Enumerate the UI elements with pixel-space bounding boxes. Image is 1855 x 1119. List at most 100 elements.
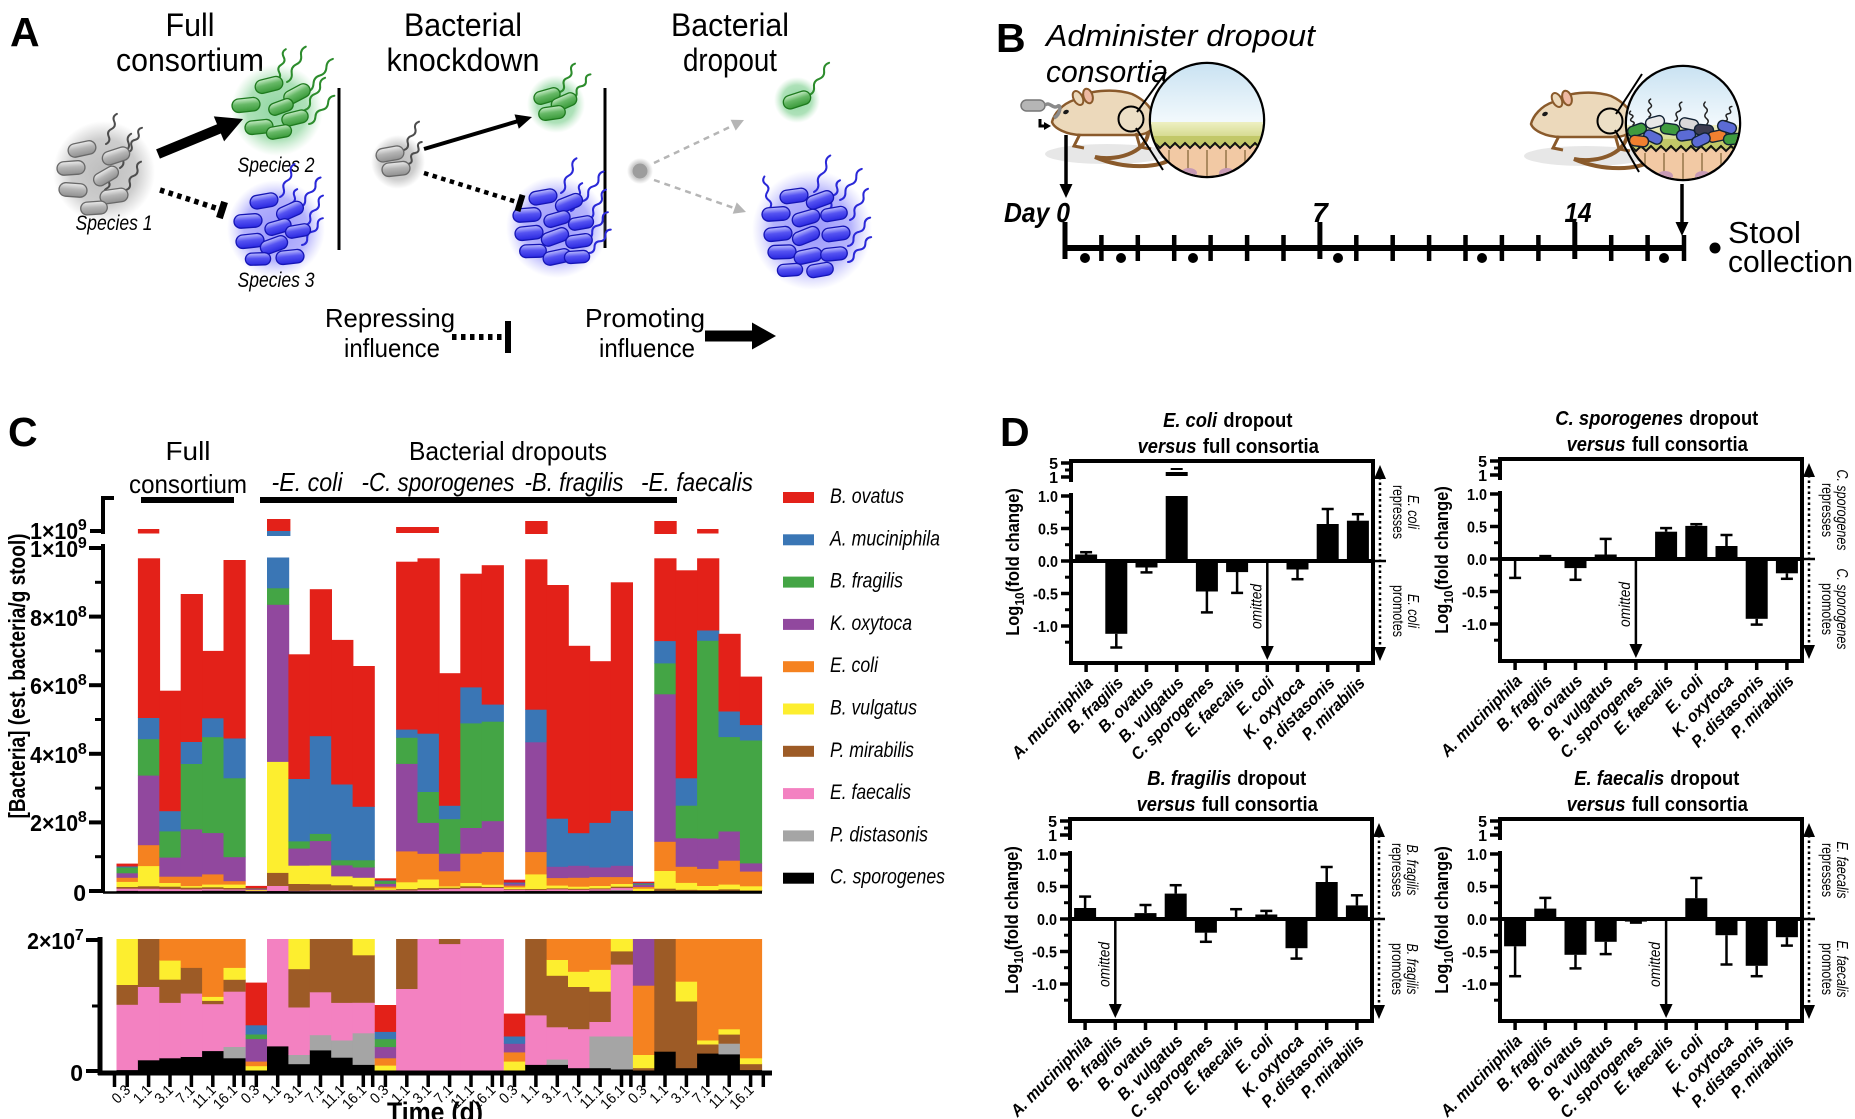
svg-text:Log: Log (1432, 964, 1452, 994)
svg-text:C. sporogenes: C. sporogenes (830, 866, 945, 889)
svg-text:omitted: omitted (1647, 941, 1664, 987)
svg-text:consortium: consortium (116, 42, 264, 78)
svg-text:versus: versus (1567, 794, 1626, 816)
svg-text:1: 1 (1049, 470, 1058, 487)
svg-text:6×10: 6×10 (30, 673, 78, 699)
svg-text:1×10: 1×10 (30, 518, 78, 544)
svg-text:0.0: 0.0 (1467, 552, 1487, 569)
svg-text:full consortia: full consortia (1632, 434, 1749, 456)
svg-text:Time (d): Time (d) (387, 1097, 483, 1119)
svg-text:5: 5 (1478, 454, 1487, 471)
svg-text:Promoting: Promoting (585, 303, 705, 333)
svg-text:0.0: 0.0 (1467, 912, 1487, 929)
svg-text:[Bacteria] (est. bacteria/g st: [Bacteria] (est. bacteria/g stool) (4, 534, 30, 819)
svg-text:represses: represses (1388, 843, 1405, 897)
svg-text:C. sporogenes: C. sporogenes (1833, 569, 1850, 650)
svg-text:B. fragilis: B. fragilis (1403, 944, 1420, 995)
svg-text:full consortia: full consortia (1632, 794, 1749, 816)
svg-text:-1.0: -1.0 (1462, 977, 1487, 994)
svg-text:Stool: Stool (1728, 215, 1801, 250)
svg-text:1×10: 1×10 (30, 536, 78, 562)
svg-text:Day 0: Day 0 (1004, 197, 1070, 228)
svg-text:E. coli: E. coli (1163, 410, 1217, 432)
svg-text:promotes: promotes (1818, 583, 1835, 635)
svg-text:10: 10 (1441, 591, 1456, 604)
svg-text:(fold change): (fold change) (1002, 846, 1022, 950)
svg-text:full consortia: full consortia (1203, 436, 1320, 458)
svg-text:A. muciniphila: A. muciniphila (828, 527, 940, 550)
svg-text:omitted: omitted (1248, 583, 1265, 629)
svg-text:0.0: 0.0 (1037, 912, 1057, 929)
svg-text:versus: versus (1138, 436, 1197, 458)
svg-text:E. faecalis: E. faecalis (830, 781, 911, 804)
svg-text:10: 10 (1011, 951, 1026, 964)
svg-text:promotes: promotes (1388, 943, 1405, 995)
svg-text:Administer dropout: Administer dropout (1044, 18, 1316, 53)
svg-text:-1.0: -1.0 (1032, 977, 1057, 994)
svg-text:10: 10 (1012, 593, 1027, 606)
svg-text:C. sporogenes: C. sporogenes (1833, 470, 1850, 551)
svg-text:E. faecalis: E. faecalis (1833, 842, 1850, 899)
svg-text:5: 5 (1049, 456, 1058, 473)
svg-text:0.0: 0.0 (1038, 554, 1058, 571)
svg-text:14: 14 (1565, 197, 1592, 228)
svg-text:B. fragilis: B. fragilis (1403, 845, 1420, 896)
svg-text:collection: collection (1728, 244, 1853, 279)
svg-text:0.5: 0.5 (1467, 520, 1487, 537)
svg-text:-0.5: -0.5 (1033, 587, 1058, 604)
svg-text:Species 1: Species 1 (76, 212, 153, 235)
svg-text:A: A (10, 9, 40, 55)
svg-text:5: 5 (1048, 814, 1057, 831)
svg-text:omitted: omitted (1617, 581, 1634, 627)
svg-text:-C. sporogenes: -C. sporogenes (362, 467, 515, 497)
svg-text:1.0: 1.0 (1037, 847, 1057, 864)
svg-text:5: 5 (1478, 814, 1487, 831)
svg-text:(fold change): (fold change) (1432, 486, 1452, 590)
svg-text:represses: represses (1818, 843, 1835, 897)
svg-text:8: 8 (78, 604, 87, 621)
svg-text:promotes: promotes (1389, 585, 1406, 637)
svg-text:8: 8 (78, 809, 87, 826)
svg-text:Full: Full (166, 436, 211, 466)
svg-text:Full: Full (166, 7, 215, 43)
svg-text:dropout: dropout (1223, 410, 1292, 432)
svg-text:omitted: omitted (1096, 941, 1113, 987)
svg-text:16.1: 16.1 (597, 1082, 628, 1113)
svg-text:dropout: dropout (1689, 408, 1758, 430)
svg-text:Repressing: Repressing (325, 303, 455, 333)
svg-text:-1.0: -1.0 (1033, 619, 1058, 636)
svg-text:influence: influence (344, 333, 440, 363)
svg-text:dropout: dropout (683, 42, 777, 78)
svg-text:dropout: dropout (1670, 768, 1739, 790)
svg-text:-0.5: -0.5 (1462, 945, 1487, 962)
svg-text:C. sporogenes: C. sporogenes (1555, 408, 1683, 430)
svg-text:0: 0 (70, 1060, 83, 1086)
svg-text:(fold change): (fold change) (1432, 846, 1452, 950)
svg-text:1: 1 (1478, 468, 1487, 485)
svg-text:1.0: 1.0 (1467, 487, 1487, 504)
svg-text:E. faecalis: E. faecalis (1574, 768, 1664, 790)
svg-text:-B. fragilis: -B. fragilis (525, 467, 624, 497)
svg-text:Species 3: Species 3 (238, 269, 315, 292)
svg-text:1.0: 1.0 (1467, 847, 1487, 864)
svg-text:K. oxytoca: K. oxytoca (830, 612, 912, 635)
svg-text:E. faecalis: E. faecalis (1833, 941, 1850, 998)
svg-text:-0.5: -0.5 (1032, 945, 1057, 962)
svg-text:B. vulgatus: B. vulgatus (830, 697, 917, 720)
svg-text:versus: versus (1567, 434, 1626, 456)
svg-text:16.1: 16.1 (210, 1082, 241, 1113)
svg-text:8: 8 (78, 741, 87, 758)
svg-text:0.5: 0.5 (1037, 880, 1057, 897)
svg-text:B. fragilis: B. fragilis (830, 570, 903, 593)
svg-text:D: D (1000, 409, 1030, 455)
svg-text:Log: Log (1003, 606, 1023, 636)
svg-text:10: 10 (1441, 951, 1456, 964)
svg-text:8: 8 (78, 672, 87, 689)
svg-text:2×10: 2×10 (30, 810, 78, 836)
svg-text:7: 7 (1312, 197, 1329, 228)
svg-text:E. coli: E. coli (1404, 594, 1421, 628)
svg-text:0.5: 0.5 (1467, 880, 1487, 897)
svg-text:B. fragilis: B. fragilis (1147, 768, 1231, 790)
svg-text:C: C (8, 409, 38, 455)
svg-text:16.1: 16.1 (339, 1082, 370, 1113)
